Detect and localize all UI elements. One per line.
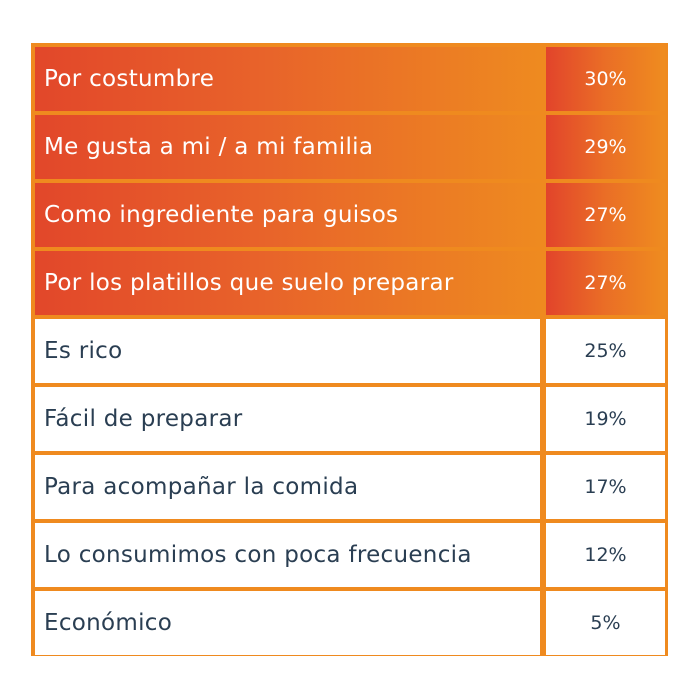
row-label: Fácil de preparar xyxy=(35,387,540,451)
table-row: Para acompañar la comida 17% xyxy=(35,455,665,519)
table-row: Por los platillos que suelo preparar 27% xyxy=(35,251,665,315)
results-table: Por costumbre 30% Me gusta a mi / a mi fam… xyxy=(31,43,668,656)
row-value: 29% xyxy=(546,115,665,179)
row-value: 25% xyxy=(546,319,665,383)
table-row: Es rico 25% xyxy=(35,319,665,383)
table-row: Como ingrediente para guisos 27% xyxy=(35,183,665,247)
row-label: Por los platillos que suelo preparar xyxy=(35,251,540,315)
row-label: Como ingrediente para guisos xyxy=(35,183,540,247)
row-label: Económico xyxy=(35,591,540,655)
table-row: Por costumbre 30% xyxy=(35,47,665,111)
table-row: Lo consumimos con poca frecuencia 12% xyxy=(35,523,665,587)
row-value: 12% xyxy=(546,523,665,587)
row-value: 19% xyxy=(546,387,665,451)
row-value: 17% xyxy=(546,455,665,519)
table-row: Fácil de preparar 19% xyxy=(35,387,665,451)
row-value: 5% xyxy=(546,591,665,655)
row-value: 27% xyxy=(546,183,665,247)
table-row: Me gusta a mi / a mi familia 29% xyxy=(35,115,665,179)
row-label: Por costumbre xyxy=(35,47,540,111)
row-label: Es rico xyxy=(35,319,540,383)
table-row: Económico 5% xyxy=(35,591,665,655)
row-label: Para acompañar la comida xyxy=(35,455,540,519)
row-label: Me gusta a mi / a mi familia xyxy=(35,115,540,179)
row-label: Lo consumimos con poca frecuencia xyxy=(35,523,540,587)
row-value: 30% xyxy=(546,47,665,111)
row-value: 27% xyxy=(546,251,665,315)
